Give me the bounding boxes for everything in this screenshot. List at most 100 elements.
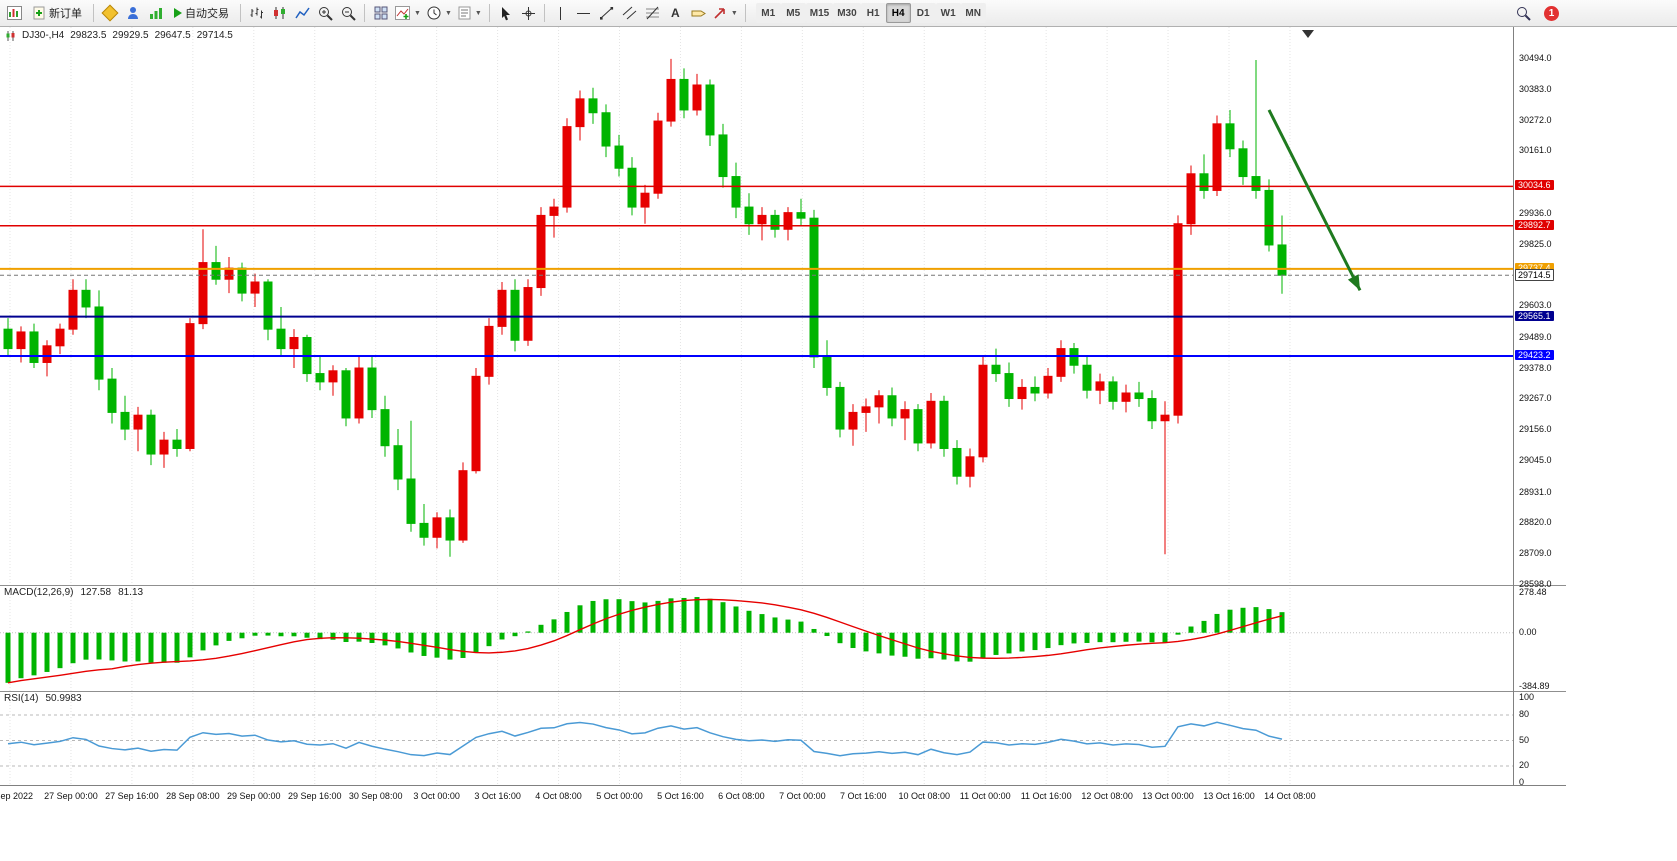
candles-chart-button[interactable] [268,2,291,24]
price-axis-label: 28931.0 [1519,486,1552,497]
chevron-down-icon: ▼ [414,9,421,17]
price-axis-label: 29936.0 [1519,207,1552,218]
shapes-button[interactable]: ▼ [710,2,741,24]
zoom-in-button[interactable] [314,2,337,24]
panel-separator-rsi[interactable] [0,691,1566,692]
ohlc-close: 29714.5 [196,30,233,41]
chevron-down-icon: ▼ [474,9,482,17]
price-axis[interactable]: 30034.6 29892.7 29737.4 29714.5 29565.1 29423… [1513,27,1567,787]
indicators-button[interactable]: ▼ [392,2,424,24]
time-axis-label: 13 Oct 00:00 [1142,791,1194,801]
line-chart-button[interactable] [291,2,314,24]
coin-icon [101,4,118,22]
timeframe-h1[interactable]: H1 [860,3,886,23]
price-axis-label: 30494.0 [1519,52,1552,63]
notification-badge[interactable]: 1 [1544,6,1559,21]
price-chart-canvas[interactable] [0,27,1513,785]
time-axis-label: 27 Sep 16:00 [105,791,159,801]
time-axis-label: 3 Oct 00:00 [413,791,460,801]
time-axis-label: 5 Oct 00:00 [596,791,643,801]
line-chart-icon [295,7,310,19]
toolbar-separator [488,4,490,22]
price-axis-label: 29489.0 [1519,331,1552,342]
new-chart-icon [7,6,22,20]
timeframe-m15[interactable]: M15 [805,3,834,23]
vertical-line-button[interactable] [549,2,572,24]
time-axis-label: 29 Sep 00:00 [227,791,281,801]
time-axis-label: 13 Oct 16:00 [1203,791,1255,801]
trendline-button[interactable] [595,2,618,24]
price-axis-label: 100 [1519,692,1535,702]
price-axis-label: 29603.0 [1519,300,1552,311]
timeframe-m30[interactable]: M30 [833,3,861,23]
chart-symbol-label: DJ30-,H4 29823.5 29929.5 29647.5 29714.5 [5,30,233,41]
time-axis-label: 7 Oct 16:00 [840,791,887,801]
price-axis-label: 28709.0 [1519,548,1552,559]
price-axis-label: -384.89 [1519,681,1550,692]
horizontal-line-button[interactable] [572,2,595,24]
price-axis-label: 29378.0 [1519,362,1552,373]
symbol-icon [6,30,15,41]
price-axis-label: 0 [1519,777,1525,787]
time-axis-label: 29 Sep 16:00 [287,791,342,801]
time-axis-label: 12 Oct 08:00 [1081,791,1133,801]
chart-window[interactable]: DJ30-,H4 29823.5 29929.5 29647.5 29714.5… [0,27,1567,808]
price-axis-label: 50 [1519,734,1530,745]
text-tool-icon: A [670,6,680,20]
crosshair-button[interactable] [517,2,540,24]
zoom-out-icon [342,6,356,21]
toolbar-separator [744,4,746,22]
tile-windows-button[interactable] [369,2,392,24]
macd-name: MACD(12,26,9) [4,587,74,598]
price-tag: 29423.2 [1515,350,1554,361]
timeframe-d1[interactable]: D1 [910,3,936,23]
person-icon [127,7,138,19]
autotrade-button[interactable]: 自动交易 [167,2,236,24]
zoom-out-button[interactable] [337,2,360,24]
time-axis[interactable]: 6 Sep 2022 27 Sep 00:00 27 Sep 16:00 28 Sep… [0,785,1566,808]
time-axis-label: 10 Oct 08:00 [898,791,951,801]
timeframe-h4[interactable]: H4 [885,3,911,23]
market-button[interactable] [144,2,167,24]
time-axis-label: 5 Oct 16:00 [657,791,704,801]
channel-button[interactable] [618,2,641,24]
clock-icon [427,6,441,20]
ohlc-low: 29647.5 [154,30,191,41]
time-axis-label: 11 Oct 00:00 [959,791,1011,801]
time-axis-label: 4 Oct 08:00 [535,791,582,801]
search-button[interactable] [1512,3,1535,25]
label-button[interactable] [687,2,710,24]
periods-button[interactable]: ▼ [424,2,455,24]
new-order-button[interactable]: 新订单 [26,2,89,24]
timeframe-w1[interactable]: W1 [935,3,961,23]
time-axis-label: 28 Sep 08:00 [166,791,220,801]
panel-separator-macd[interactable] [0,585,1566,586]
time-axis-label: 27 Sep 00:00 [44,791,98,801]
symbol-period: DJ30-,H4 [22,30,65,41]
community-button[interactable] [121,2,144,24]
arrow-shape-icon [714,8,725,19]
bars-chart-button[interactable] [245,2,268,24]
time-axis-label: 14 Oct 08:00 [1264,791,1316,801]
timeframe-m1[interactable]: M1 [755,3,781,23]
fibonacci-button[interactable] [641,2,664,24]
toolbar-right: 1 [1512,0,1559,27]
cursor-button[interactable] [494,2,517,24]
timeframe-m5[interactable]: M5 [780,3,806,23]
templates-button[interactable]: ▼ [455,2,485,24]
new-chart-button[interactable] [3,2,26,24]
trendline-icon [599,7,613,20]
timeframe-group: M1 M5 M15 M30 H1 H4 D1 W1 MN [755,3,986,23]
time-axis-label: 6 Sep 2022 [0,791,34,801]
price-axis-label: 30383.0 [1519,83,1552,94]
time-axis-label: 30 Sep 08:00 [348,791,403,801]
mql5-coin-button[interactable] [98,2,121,24]
time-axis-label: 11 Oct 16:00 [1020,791,1072,801]
timeframe-mn[interactable]: MN [960,3,986,23]
new-order-icon [33,6,45,20]
bars-chart-icon [250,7,263,19]
price-axis-label: 80 [1519,709,1530,719]
text-button[interactable]: A [664,2,687,24]
chevron-down-icon: ▼ [730,9,738,17]
time-axis-label: 7 Oct 00:00 [779,791,826,801]
